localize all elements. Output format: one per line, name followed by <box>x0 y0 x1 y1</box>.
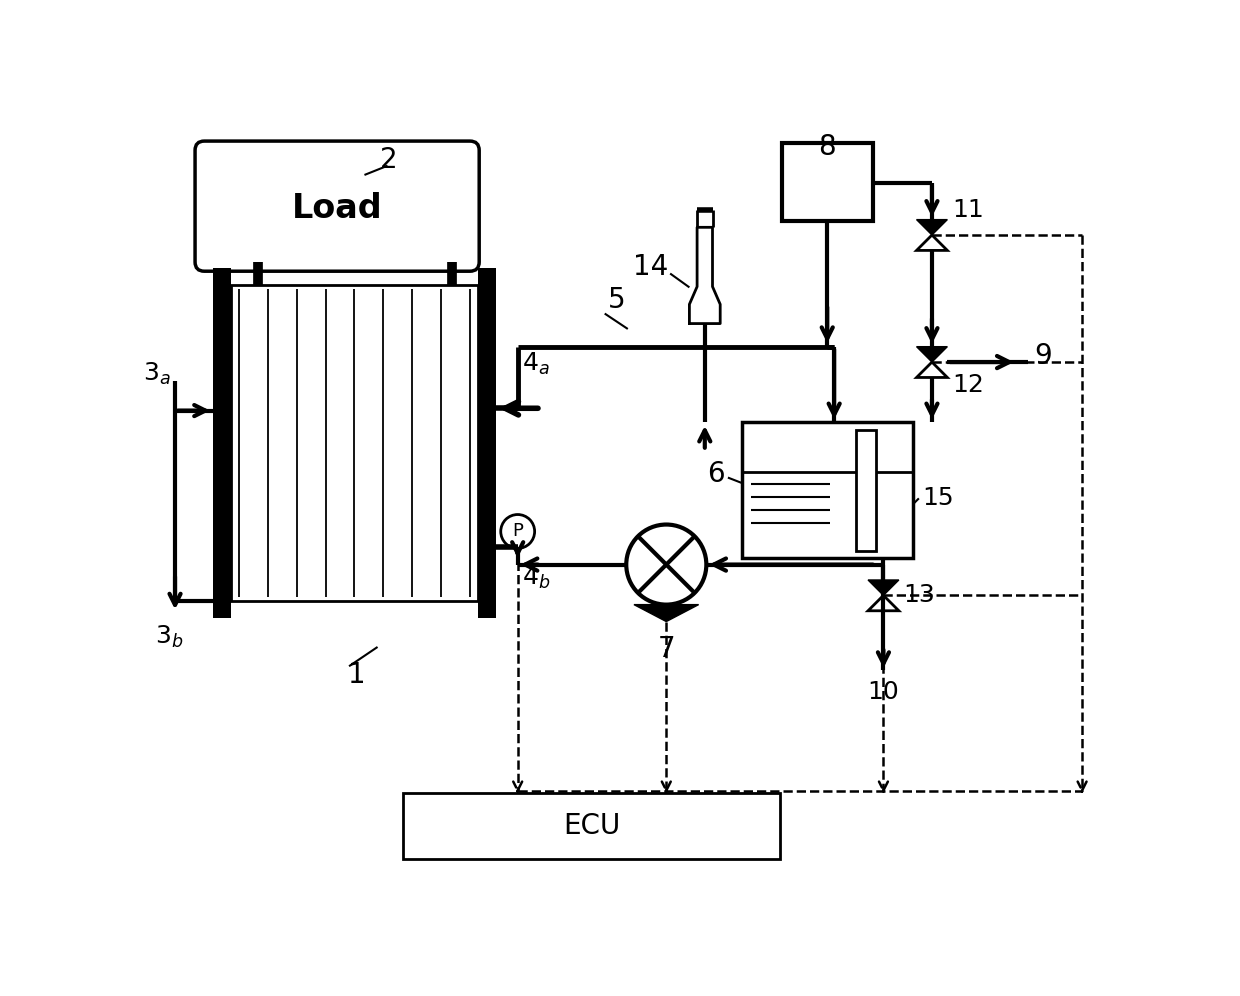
Text: 10: 10 <box>868 680 899 704</box>
Text: $4_a$: $4_a$ <box>522 352 549 377</box>
Text: 14: 14 <box>632 253 668 281</box>
Bar <box>213 268 231 618</box>
Text: 1: 1 <box>348 661 366 689</box>
Text: 12: 12 <box>952 374 985 397</box>
Text: ECU: ECU <box>563 812 620 840</box>
Bar <box>742 422 913 559</box>
Bar <box>781 142 873 221</box>
Text: $3_b$: $3_b$ <box>155 623 184 650</box>
Polygon shape <box>916 347 947 363</box>
Text: 2: 2 <box>381 145 398 173</box>
Polygon shape <box>634 605 698 622</box>
Text: $4_b$: $4_b$ <box>522 565 551 591</box>
Text: 5: 5 <box>608 287 625 315</box>
Polygon shape <box>916 220 947 235</box>
Text: 11: 11 <box>952 198 985 222</box>
Bar <box>477 268 496 618</box>
Text: 7: 7 <box>657 635 675 663</box>
Text: 9: 9 <box>1034 342 1052 370</box>
FancyBboxPatch shape <box>195 141 479 271</box>
Bar <box>856 430 875 551</box>
Bar <box>231 285 477 601</box>
Bar <box>403 793 780 859</box>
Text: 13: 13 <box>904 584 935 608</box>
Text: 6: 6 <box>707 460 725 488</box>
Text: P: P <box>512 523 523 541</box>
Polygon shape <box>868 580 899 596</box>
Text: $3_a$: $3_a$ <box>143 361 170 386</box>
Text: 8: 8 <box>818 133 836 161</box>
Text: 15: 15 <box>923 486 954 510</box>
Text: Load: Load <box>291 191 382 224</box>
